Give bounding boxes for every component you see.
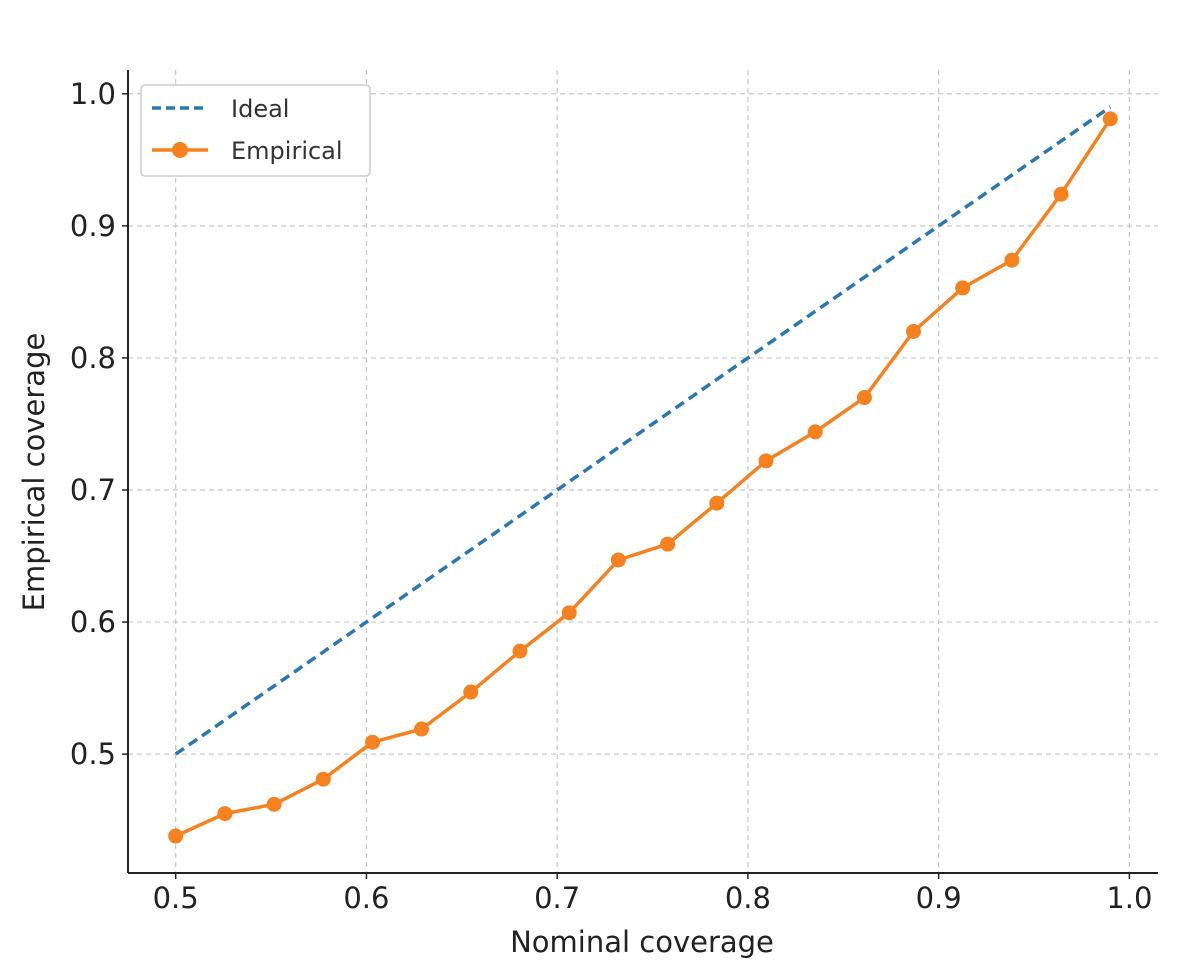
axes-spines — [127, 70, 1158, 874]
y-tick-label-2: 0.7 — [70, 473, 116, 507]
y-tick-label-1: 0.6 — [70, 605, 116, 639]
x-tick-label-1: 0.6 — [343, 881, 389, 915]
empirical-point-14 — [856, 390, 872, 406]
y-tick-label-3: 0.8 — [70, 341, 116, 375]
y-tick-label-4: 0.9 — [70, 209, 116, 243]
grid — [128, 70, 1158, 873]
empirical-point-2 — [266, 796, 282, 812]
empirical-point-6 — [463, 684, 479, 700]
empirical-point-11 — [709, 495, 725, 511]
empirical-point-13 — [807, 424, 823, 440]
legend: Ideal Empirical — [140, 84, 371, 177]
x-axis-ticks: 0.5 0.6 0.7 0.8 0.9 1.0 — [153, 873, 1152, 915]
x-tick-label-2: 0.7 — [534, 881, 580, 915]
empirical-point-8 — [561, 605, 577, 621]
x-tick-label-5: 1.0 — [1106, 881, 1152, 915]
series-layer — [168, 105, 1118, 844]
empirical-point-4 — [365, 734, 381, 750]
empirical-point-5 — [414, 721, 430, 737]
y-tick-label-5: 1.0 — [70, 77, 116, 111]
legend-empirical-label: Empirical — [231, 137, 343, 165]
empirical-point-19 — [1102, 111, 1118, 127]
empirical-point-0 — [168, 828, 184, 844]
empirical-series-line — [174, 117, 1112, 838]
empirical-point-10 — [660, 536, 676, 552]
y-tick-label-0: 0.5 — [70, 737, 116, 771]
ideal-series-line — [174, 105, 1112, 756]
empirical-point-12 — [758, 453, 774, 469]
legend-empirical-marker — [172, 142, 188, 158]
empirical-point-17 — [1004, 252, 1020, 268]
empirical-point-15 — [905, 324, 921, 340]
x-tick-label-3: 0.8 — [725, 881, 771, 915]
x-tick-label-4: 0.9 — [916, 881, 962, 915]
empirical-point-7 — [512, 643, 528, 659]
y-axis-label: Empirical coverage — [17, 333, 51, 612]
x-tick-label-0: 0.5 — [153, 881, 199, 915]
empirical-point-9 — [610, 552, 626, 568]
x-axis-label: Nominal coverage — [510, 925, 774, 959]
y-axis-ticks: 0.5 0.6 0.7 0.8 0.9 1.0 — [70, 77, 128, 771]
empirical-point-18 — [1053, 186, 1069, 202]
empirical-point-16 — [955, 280, 971, 296]
empirical-point-3 — [315, 771, 331, 787]
legend-ideal-label: Ideal — [231, 95, 289, 123]
empirical-point-1 — [217, 806, 233, 822]
